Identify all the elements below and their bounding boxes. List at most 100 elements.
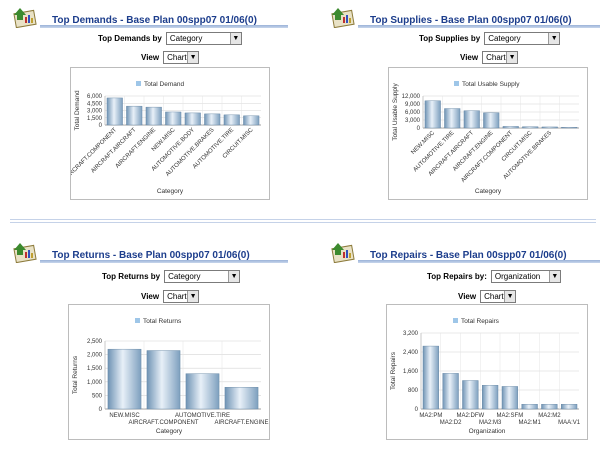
header-rule: [358, 25, 600, 28]
chevron-down-icon[interactable]: ▼: [504, 291, 516, 302]
returns-by-control: Top Returns by Category ▼: [102, 270, 241, 283]
y-tick-label: 2,000: [87, 353, 103, 359]
x-axis-title: Category: [156, 428, 183, 435]
y-tick-label: 9,000: [405, 102, 421, 108]
returns-view-label: View: [141, 292, 160, 301]
returns-by-select[interactable]: Category ▼: [164, 270, 241, 283]
supplies-by-label: Top Supplies by: [419, 34, 481, 43]
x-axis-title: Category: [475, 188, 502, 195]
bar: [107, 348, 142, 410]
demands-chart: Total Demand 0 1,500 3,000 4,500 6,000 AIRCRAF…: [70, 67, 270, 200]
legend: Total Demand: [136, 81, 184, 88]
repairs-header: Top Repairs - Base Plan 00spp07 01/06(0): [330, 241, 600, 263]
legend-swatch: [136, 81, 141, 86]
supplies-by-control: Top Supplies by Category ▼: [419, 32, 561, 45]
legend-label: Total Returns: [143, 318, 182, 325]
y-axis-title: Total Repairs: [390, 351, 397, 390]
returns-view-select[interactable]: Chart ▼: [163, 290, 200, 303]
report-icon: [331, 243, 355, 263]
y-tick-label: 4,500: [87, 101, 103, 107]
bar: [541, 404, 558, 410]
bar: [444, 108, 461, 129]
demands-by-label: Top Demands by: [98, 34, 162, 43]
bar: [442, 373, 459, 410]
demands-by-select[interactable]: Category ▼: [165, 32, 242, 45]
x-tick-label: MA2:D2: [440, 420, 462, 426]
repairs-view-control: View Chart ▼: [458, 290, 517, 303]
bar: [541, 126, 558, 129]
y-axis-title: Total Returns: [72, 355, 79, 394]
returns-header: Top Returns - Base Plan 00spp07 01/06(0): [12, 241, 288, 263]
chevron-down-icon[interactable]: ▼: [187, 291, 199, 302]
x-tick-label: AIRCRAFT.ENGINE: [214, 420, 268, 426]
y-axis-title: Total Demand: [74, 90, 81, 130]
bar: [561, 404, 578, 410]
x-tick-label: MA2:DFW: [457, 413, 485, 419]
bar: [145, 106, 162, 126]
chevron-down-icon[interactable]: ▼: [228, 271, 240, 282]
bar: [561, 127, 578, 129]
supplies-view-select[interactable]: Chart ▼: [482, 51, 519, 64]
chevron-down-icon[interactable]: ▼: [229, 33, 241, 44]
bar: [146, 350, 181, 410]
repairs-by-select[interactable]: Organization ▼: [490, 270, 561, 283]
returns-view-control: View Chart ▼: [141, 290, 200, 303]
x-tick-label: MA2:M2: [538, 413, 561, 419]
demands-view-control: View Chart ▼: [141, 51, 200, 64]
bar: [126, 105, 143, 126]
repairs-title: Top Repairs - Base Plan 00spp07 01/06(0): [370, 250, 567, 261]
y-tick-label: 12,000: [402, 94, 421, 100]
bar: [223, 114, 240, 126]
chevron-down-icon[interactable]: ▼: [548, 271, 560, 282]
report-icon: [331, 8, 355, 28]
supplies-by-select[interactable]: Category ▼: [484, 32, 561, 45]
legend-label: Total Demand: [144, 81, 184, 88]
report-icon: [13, 8, 37, 28]
chevron-down-icon[interactable]: ▼: [187, 52, 199, 63]
x-axis-title: Category: [157, 188, 184, 195]
y-tick-label: 500: [92, 393, 103, 399]
y-tick-label: 3,000: [405, 118, 421, 124]
y-tick-label: 2,500: [87, 339, 103, 345]
bar: [522, 126, 539, 129]
bar: [165, 111, 182, 126]
legend: Total Repairs: [453, 318, 500, 325]
repairs-by-label: Top Repairs by:: [427, 272, 487, 281]
demands-by-control: Top Demands by Category ▼: [98, 32, 242, 45]
legend: Total Returns: [135, 318, 182, 325]
y-tick-label: 1,500: [87, 366, 103, 372]
bar: [106, 97, 123, 126]
bar: [204, 113, 221, 126]
supplies-header: Top Supplies - Base Plan 00spp07 01/06(0…: [330, 6, 600, 28]
report-icon: [13, 243, 37, 263]
bar: [424, 100, 441, 129]
bar: [463, 110, 480, 129]
repairs-view-select[interactable]: Chart ▼: [480, 290, 517, 303]
bar: [502, 126, 519, 129]
x-tick-label: MA2:M3: [479, 420, 502, 426]
y-tick-label: 1,500: [87, 116, 103, 122]
legend-label: Total Repairs: [461, 318, 500, 325]
demands-view-label: View: [141, 53, 160, 62]
x-tick-label: MAA:V1: [558, 420, 581, 426]
demands-header: Top Demands - Base Plan 00spp07 01/06(0): [12, 6, 288, 28]
repairs-view-label: View: [458, 292, 477, 301]
demands-view-select[interactable]: Chart ▼: [163, 51, 200, 64]
repairs-by-control: Top Repairs by: Organization ▼: [427, 270, 561, 283]
bar: [501, 386, 518, 410]
bar: [224, 387, 259, 410]
supplies-chart: Total Usable Supply 0 3,000 6,000 9,000 12,00…: [388, 67, 588, 200]
y-tick-label: 2,400: [403, 350, 419, 356]
y-tick-label: 1,000: [87, 380, 103, 386]
returns-title: Top Returns - Base Plan 00spp07 01/06(0): [52, 250, 250, 261]
chevron-down-icon[interactable]: ▼: [548, 33, 560, 44]
y-tick-label: 3,200: [403, 331, 419, 337]
bar: [184, 112, 201, 126]
supplies-view-label: View: [460, 53, 479, 62]
y-tick-label: 1,600: [403, 369, 419, 375]
x-tick-label: MA2:M1: [518, 420, 541, 426]
returns-by-label: Top Returns by: [102, 272, 161, 281]
section-divider: [10, 219, 596, 223]
chevron-down-icon[interactable]: ▼: [506, 52, 518, 63]
legend-swatch: [453, 318, 458, 323]
